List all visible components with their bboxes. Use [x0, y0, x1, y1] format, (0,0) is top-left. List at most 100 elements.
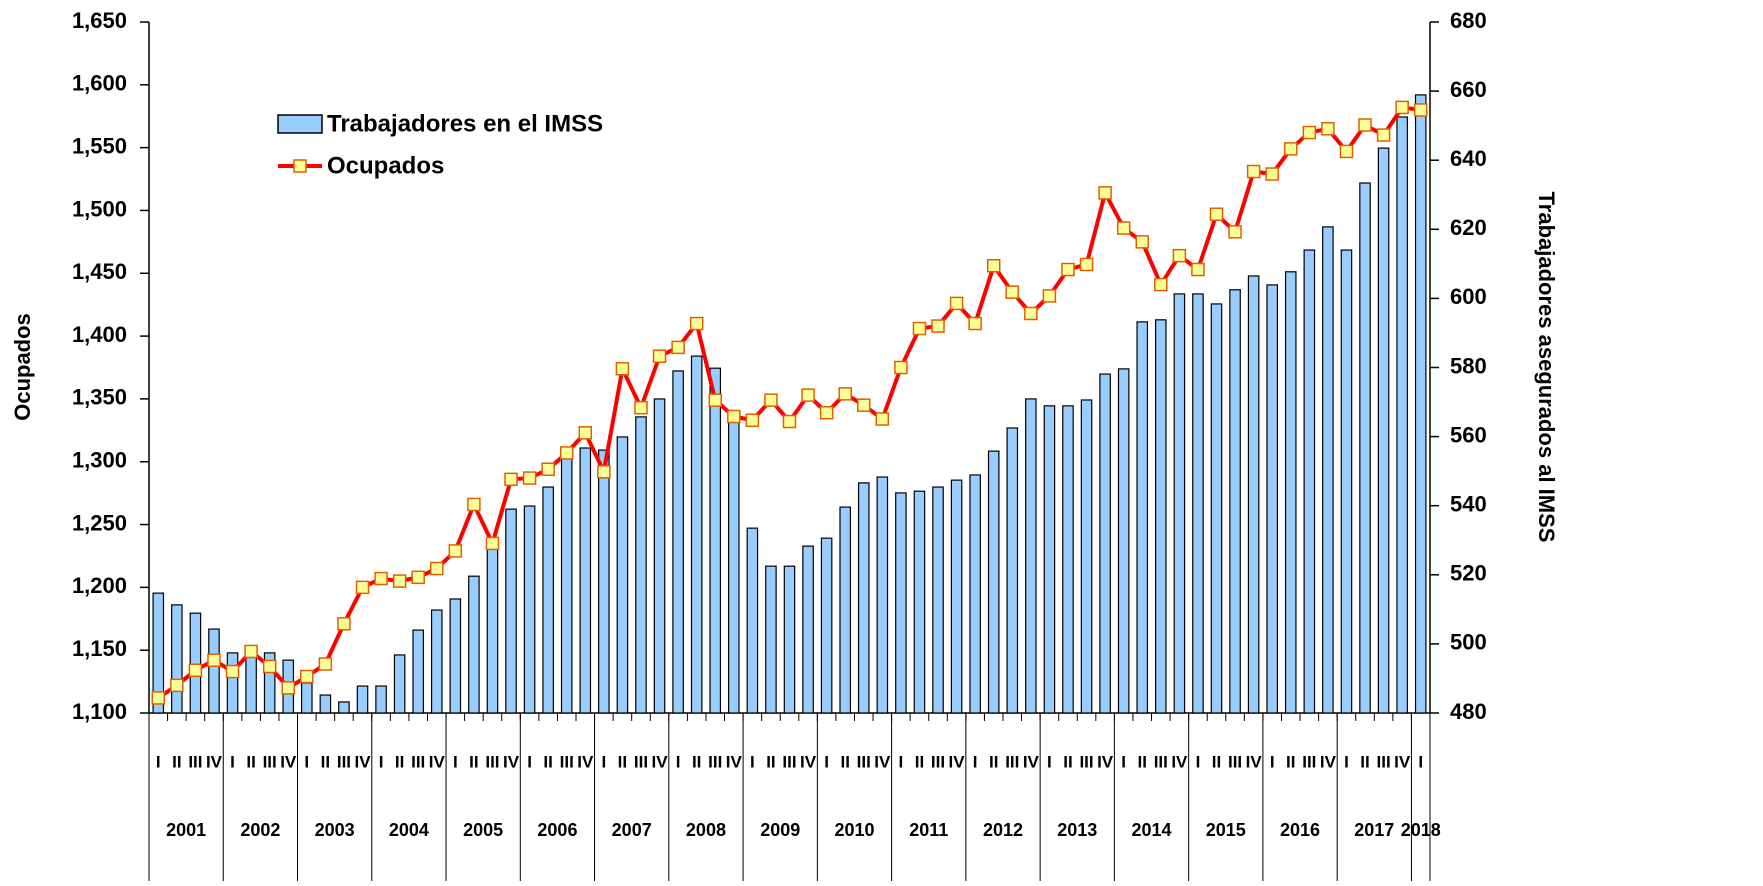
marker	[541, 462, 555, 477]
bar	[653, 398, 666, 714]
bar	[1099, 373, 1111, 714]
marker	[1284, 142, 1298, 156]
x-tick-label: III	[1377, 752, 1391, 771]
x-tick-label: IV	[1171, 752, 1188, 771]
y-tick-label: 1,450	[72, 259, 127, 284]
year-label: 2001	[166, 820, 206, 840]
marker	[1228, 225, 1242, 239]
y2-tick-label: 680	[1450, 8, 1487, 33]
year-label: 2006	[537, 820, 577, 840]
marker	[355, 580, 370, 595]
marker	[1154, 277, 1168, 292]
x-tick-label: I	[1270, 752, 1275, 771]
x-tick-label: I	[1196, 752, 1201, 771]
year-label: 2003	[315, 820, 355, 840]
year-label: 2015	[1206, 820, 1246, 840]
marker	[578, 426, 593, 440]
y-tick-label: 1,350	[72, 385, 127, 410]
x-tick-label: II	[1212, 752, 1221, 771]
bar	[1006, 427, 1019, 714]
bar	[189, 612, 202, 714]
marker	[838, 387, 852, 401]
x-tick-label: II	[692, 752, 701, 771]
marker	[225, 664, 240, 679]
bar	[375, 685, 387, 714]
x-tick-label: III	[560, 752, 574, 771]
x-tick-label: III	[1005, 752, 1019, 771]
bar	[560, 454, 573, 714]
x-tick-label: I	[676, 752, 681, 771]
x-tick-label: IV	[949, 752, 966, 771]
bar	[1192, 293, 1204, 714]
x-tick-label: III	[1228, 752, 1242, 771]
marker	[986, 258, 1001, 273]
x-tick-label: I	[453, 752, 458, 771]
marker	[1079, 257, 1094, 272]
marker	[374, 571, 388, 586]
marker	[764, 393, 778, 407]
year-label: 2004	[389, 820, 429, 840]
bar	[356, 685, 369, 714]
bar	[950, 479, 963, 714]
x-tick-label: III	[708, 752, 722, 771]
bar	[598, 449, 610, 714]
marker	[671, 340, 685, 355]
marker	[485, 536, 500, 551]
x-tick-label: III	[337, 752, 351, 771]
marker	[337, 617, 351, 631]
legend-marker	[293, 159, 307, 173]
bar	[393, 654, 406, 714]
x-tick-label: III	[263, 752, 277, 771]
marker	[1061, 262, 1075, 277]
bar	[1377, 147, 1390, 714]
x-tick-label: III	[931, 752, 945, 771]
y2-tick-label: 560	[1450, 422, 1487, 447]
marker	[857, 398, 871, 412]
bar	[616, 436, 629, 714]
x-tick-label: I	[1344, 752, 1349, 771]
bar	[338, 701, 350, 714]
y2-axis-title: Trabajadores asegurados al IMSS	[1534, 192, 1559, 543]
x-tick-label: II	[246, 752, 255, 771]
y-axis-title: Ocupados	[10, 313, 35, 421]
legend-label: Ocupados	[327, 152, 444, 179]
year-label: 2011	[909, 820, 948, 840]
bar	[987, 450, 1000, 714]
y-tick-label: 1,550	[72, 133, 127, 158]
bar	[301, 682, 313, 714]
marker	[1172, 248, 1187, 263]
x-tick-label: I	[750, 752, 755, 771]
x-tick-label: III	[485, 752, 499, 771]
x-tick-label: IV	[1394, 752, 1411, 771]
x-tick-label: I	[304, 752, 309, 771]
bar	[1155, 319, 1167, 714]
bar	[635, 416, 647, 714]
marker	[559, 446, 574, 460]
bar	[412, 629, 424, 714]
marker	[1302, 125, 1317, 140]
y2-tick-label: 620	[1450, 215, 1487, 240]
year-label: 2007	[612, 820, 652, 840]
marker	[430, 561, 444, 576]
bar	[932, 486, 944, 714]
bar	[876, 476, 889, 714]
x-tick-label: I	[973, 752, 978, 771]
year-label: 2012	[983, 820, 1023, 840]
marker	[207, 653, 221, 667]
marker	[597, 465, 611, 479]
marker	[1265, 167, 1279, 181]
x-tick-label: IV	[1023, 752, 1040, 771]
marker	[244, 644, 258, 659]
legend-label: Trabajadores en el IMSS	[327, 110, 603, 137]
marker	[1135, 235, 1149, 249]
marker	[1339, 144, 1354, 159]
x-tick-label: II	[321, 752, 330, 771]
bar	[430, 609, 443, 714]
marker	[894, 360, 908, 375]
x-tick-label: IV	[1097, 752, 1114, 771]
x-tick-label: IV	[800, 752, 817, 771]
x-tick-label: II	[469, 752, 478, 771]
x-tick-label: IV	[503, 752, 520, 771]
y2-tick-label: 640	[1450, 146, 1487, 171]
